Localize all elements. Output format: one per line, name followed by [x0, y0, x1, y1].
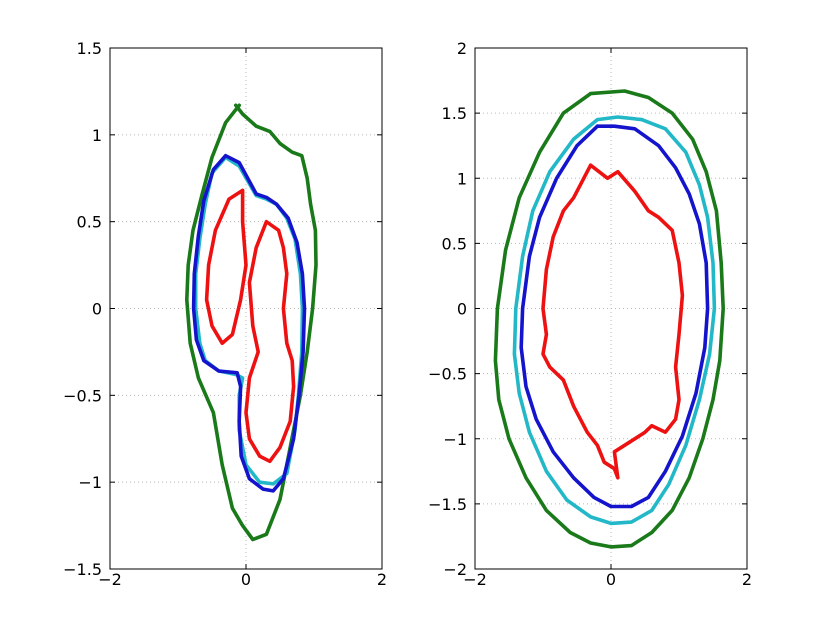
y-tick-label: 1	[92, 126, 102, 145]
y-tick-label: 2	[457, 39, 467, 58]
contour-line-4	[541, 163, 685, 480]
y-tick-label: 0	[457, 300, 467, 319]
contour-line-2	[512, 115, 717, 526]
y-tick-label: 0	[92, 300, 102, 319]
x-tick-label: −2	[463, 570, 487, 589]
x-tick-label: 2	[377, 570, 387, 589]
y-tick-label: 1	[457, 169, 467, 188]
left-contour-plot: −2 0 2 −1.5 −1 −0.5 0 0.5 1 1.5	[63, 39, 387, 589]
contour-line-3	[191, 153, 307, 493]
y-tick-label: −0.5	[428, 365, 467, 384]
y-tick-label: −0.5	[63, 386, 102, 405]
x-tick-label: 0	[241, 570, 251, 589]
y-tick-label: −1.5	[63, 560, 102, 579]
right-contour-plot: −2 0 2 −2 −1.5 −1 −0.5 0 0.5 1 1.5 2	[428, 39, 752, 589]
contour-line-4	[204, 188, 248, 346]
contour-line-1	[493, 89, 726, 549]
y-tick-label: −1	[443, 430, 467, 449]
contour-line-3	[519, 124, 710, 509]
x-tick-label: 2	[742, 570, 752, 589]
y-tick-label: −1.5	[428, 495, 467, 514]
y-tick-label: −2	[443, 560, 467, 579]
y-tick-label: −1	[78, 473, 102, 492]
y-tick-label: 0.5	[77, 213, 102, 232]
y-tick-label: 0.5	[442, 234, 467, 253]
x-tick-label: 0	[606, 570, 616, 589]
y-tick-label: 1.5	[442, 104, 467, 123]
contour-line-5	[244, 219, 296, 464]
x-tick-label: −2	[98, 570, 122, 589]
contour-line-1	[185, 103, 318, 542]
y-tick-label: 1.5	[77, 39, 102, 58]
